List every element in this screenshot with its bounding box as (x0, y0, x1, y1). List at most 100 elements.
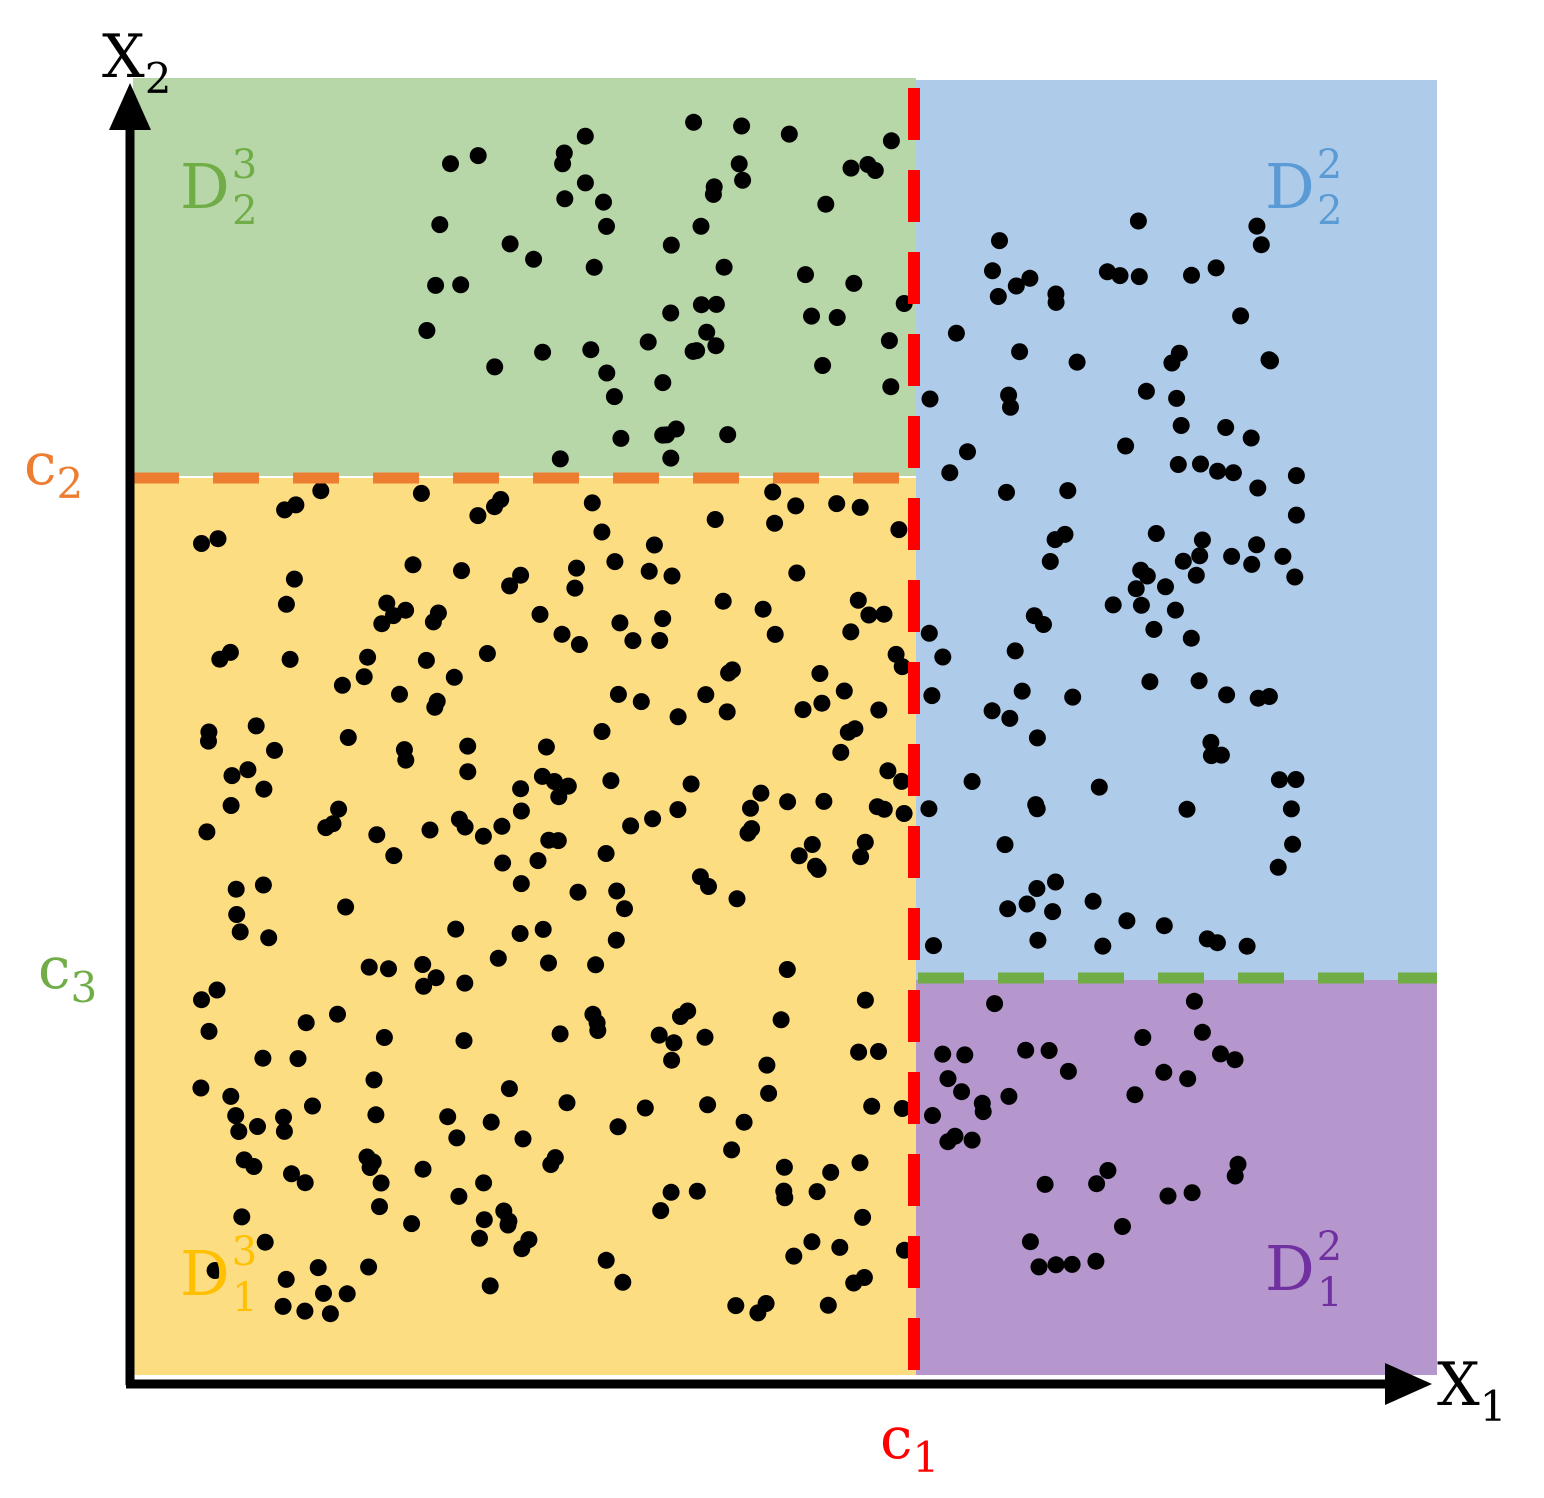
data-point (380, 960, 397, 978)
data-point (1013, 682, 1031, 700)
data-point (1170, 344, 1188, 362)
data-point (469, 147, 487, 165)
data-point (486, 498, 503, 516)
data-point (1129, 212, 1147, 230)
data-point (692, 217, 710, 235)
data-point (842, 623, 860, 641)
data-point (1218, 686, 1236, 704)
data-point (582, 341, 600, 359)
x-axis-label: X1 (1437, 1350, 1506, 1431)
data-point (608, 882, 626, 900)
data-point (989, 288, 1007, 305)
data-point (1063, 1255, 1081, 1273)
region-label-d22: D2 2 (1265, 142, 1343, 234)
data-point (835, 682, 853, 700)
data-point (1183, 1184, 1201, 1202)
data-point (540, 954, 557, 972)
data-point (304, 1097, 321, 1115)
data-point (1226, 1167, 1244, 1185)
data-point (1047, 873, 1064, 891)
data-point (959, 443, 976, 461)
data-point (1242, 429, 1260, 447)
data-point (260, 929, 278, 947)
data-point (1168, 389, 1186, 407)
data-point (704, 185, 722, 203)
data-point (1138, 567, 1156, 585)
data-point (274, 1297, 292, 1315)
data-point (587, 956, 605, 974)
data-point (845, 274, 863, 292)
data-point (752, 784, 770, 802)
data-point (395, 741, 413, 759)
data-point (842, 159, 860, 177)
data-point (963, 1131, 981, 1149)
data-point (1064, 688, 1082, 706)
data-point (533, 767, 551, 785)
data-point (597, 1251, 615, 1269)
data-point (1028, 800, 1046, 818)
data-point (1021, 269, 1039, 287)
data-point (520, 1231, 538, 1249)
data-point (585, 258, 603, 276)
data-point (787, 497, 805, 515)
data-point (636, 1099, 654, 1117)
data-point (723, 1141, 741, 1159)
data-point (780, 125, 798, 143)
data-point (227, 1107, 245, 1125)
data-point (612, 429, 630, 447)
data-point (692, 296, 710, 314)
data-point (662, 1183, 680, 1201)
data-point (851, 1154, 869, 1172)
data-point (475, 1211, 493, 1229)
data-point (665, 1034, 683, 1052)
data-point (788, 564, 806, 582)
data-point (921, 390, 939, 408)
data-point (576, 127, 594, 145)
data-point (474, 827, 492, 845)
data-point (247, 717, 265, 735)
data-point (1202, 733, 1220, 751)
data-point (414, 956, 432, 973)
data-point (459, 737, 477, 755)
data-point (1174, 552, 1192, 570)
data-point (593, 723, 611, 740)
data-point (758, 1056, 776, 1074)
data-point (1274, 547, 1292, 565)
data-point (803, 1233, 821, 1251)
data-point (766, 514, 784, 532)
data-point (1006, 642, 1024, 660)
data-point (691, 868, 709, 886)
data-point (644, 810, 662, 828)
data-point (525, 250, 543, 268)
data-point (365, 1071, 383, 1089)
data-point (371, 1198, 388, 1216)
data-point (1099, 1162, 1117, 1179)
data-point (1137, 382, 1155, 400)
data-point (1041, 553, 1059, 570)
data-point (223, 767, 241, 785)
data-point (494, 854, 512, 872)
threshold-label-c1: c1 (880, 1404, 939, 1482)
data-point (808, 1183, 826, 1201)
data-point (427, 969, 445, 987)
data-point (597, 845, 615, 862)
data-point (589, 1022, 607, 1039)
data-point (315, 1284, 332, 1302)
data-point (1232, 307, 1250, 325)
data-point (743, 820, 761, 838)
data-point (654, 610, 672, 628)
region-label-d23: D3 2 (180, 142, 258, 234)
data-point (1185, 992, 1203, 1010)
data-point (364, 1153, 382, 1171)
data-point (1098, 263, 1116, 281)
data-point (1179, 1070, 1197, 1088)
data-point (222, 1087, 240, 1105)
data-point (828, 495, 846, 513)
data-point (569, 883, 587, 901)
data-point (807, 857, 824, 875)
data-point (879, 762, 897, 780)
data-point (228, 906, 246, 923)
data-point (339, 729, 357, 746)
data-point (772, 1011, 790, 1029)
data-point (283, 1165, 300, 1183)
